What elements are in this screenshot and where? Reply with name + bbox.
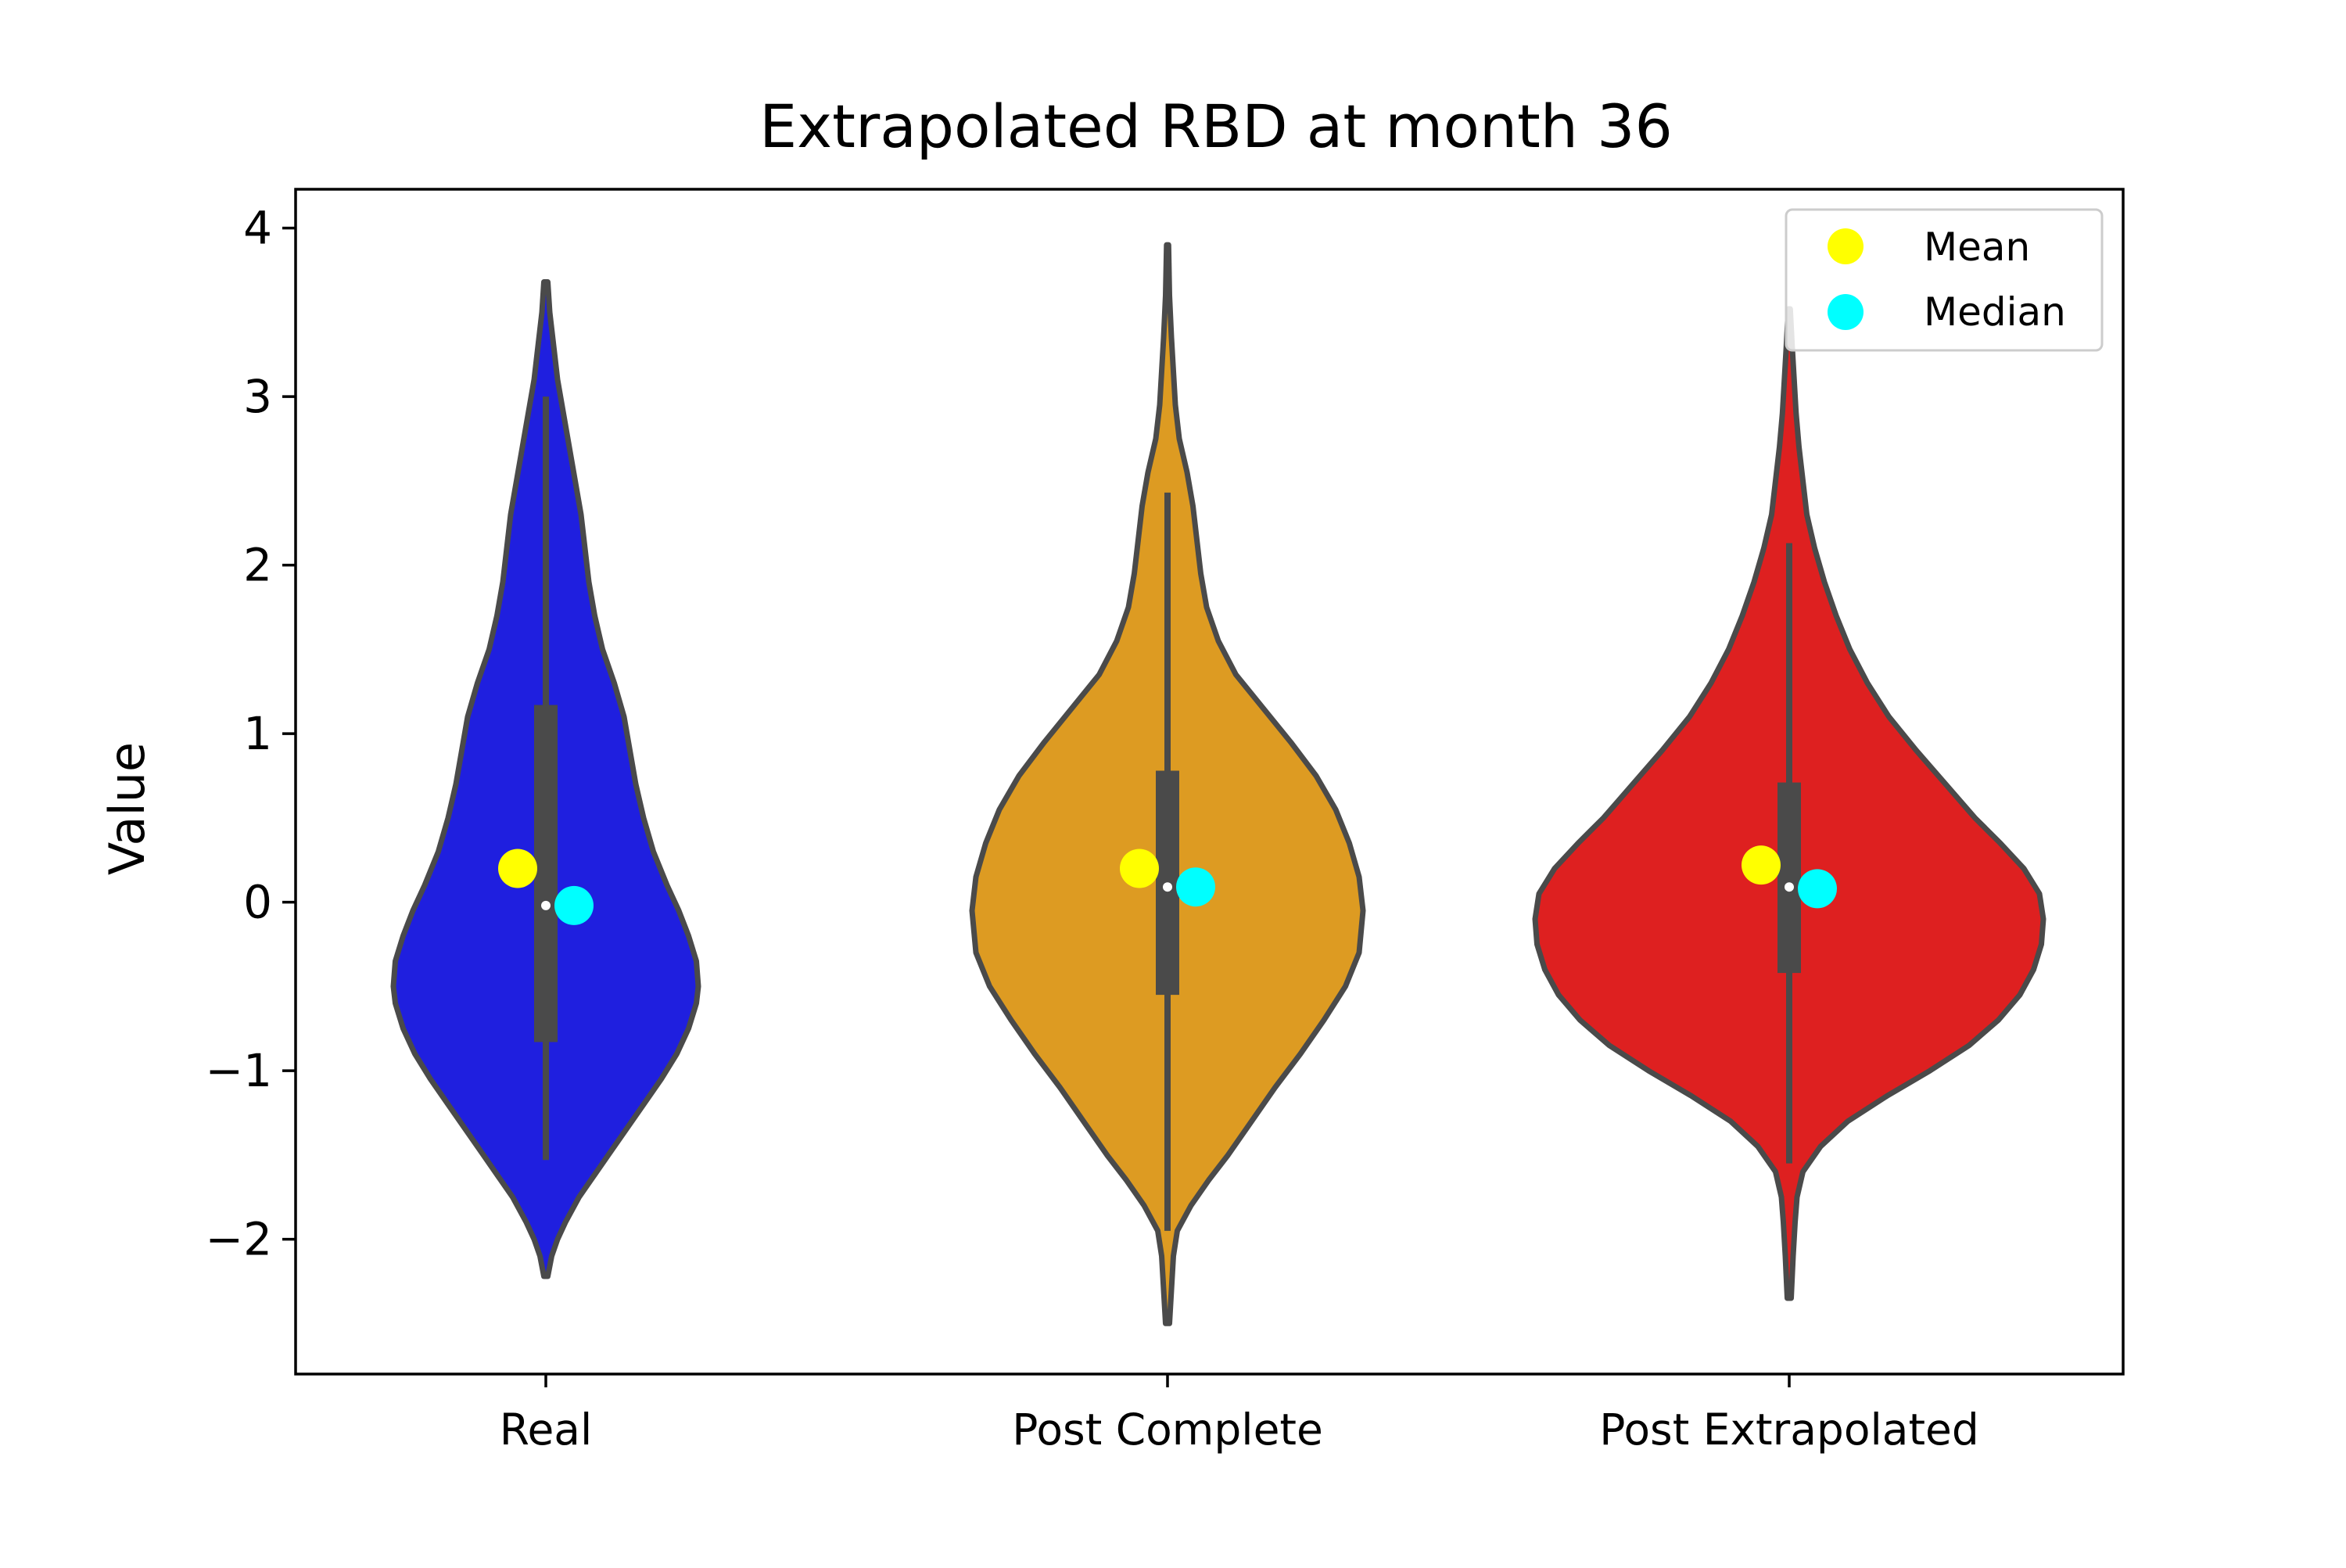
- y-tick-label: 3: [243, 370, 272, 423]
- axes: −2 −1 0 1 2 3 4 Real Post Complete Post Extrapola…: [206, 202, 1979, 1455]
- y-tick-label: 0: [243, 876, 272, 929]
- y-tick-label: −1: [206, 1044, 273, 1097]
- mean-marker-real: [498, 849, 537, 888]
- y-tick-label: 4: [243, 202, 272, 255]
- mean-marker-post-complete: [1120, 849, 1159, 888]
- x-tick-label-real: Real: [500, 1405, 593, 1455]
- legend-median-label: Median: [1924, 289, 2066, 335]
- legend-median-marker: [1828, 294, 1864, 330]
- plot-area: [390, 242, 2046, 1326]
- iqr-box-post-extrapolated: [1777, 782, 1801, 974]
- y-axis-label: Value: [99, 742, 156, 875]
- legend-mean-marker: [1828, 228, 1864, 264]
- iqr-box-real: [534, 705, 558, 1042]
- median-marker-real: [554, 885, 594, 925]
- y-tick-label: −2: [206, 1213, 273, 1266]
- legend: Mean Median: [1785, 208, 2104, 352]
- median-marker-post-extrapolated: [1798, 869, 1837, 909]
- y-tick-label: 1: [243, 707, 272, 760]
- plot-frame: [294, 188, 2125, 1376]
- median-marker-post-complete: [1176, 867, 1215, 907]
- x-tick-label-post-complete: Post Complete: [1012, 1405, 1323, 1455]
- chart-title: Extrapolated RBD at month 36: [759, 91, 1673, 161]
- box-median-dot-post-extrapolated: [1785, 882, 1794, 892]
- x-tick-label-post-extrapolated: Post Extrapolated: [1599, 1405, 1979, 1455]
- y-tick-label: 2: [243, 539, 272, 592]
- box-median-dot-real: [541, 900, 551, 910]
- legend-box: [1785, 208, 2104, 352]
- box-median-dot-post-complete: [1163, 882, 1172, 892]
- mean-marker-post-extrapolated: [1742, 845, 1781, 885]
- legend-mean-label: Mean: [1924, 224, 2030, 270]
